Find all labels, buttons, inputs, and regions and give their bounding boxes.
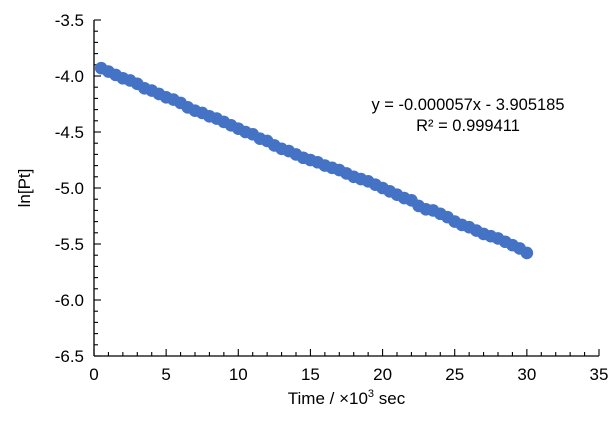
x-axis-label: Time / ×103 sec xyxy=(288,388,406,408)
x-tick-label: 30 xyxy=(517,365,536,384)
y-tick-label: -6.5 xyxy=(55,347,84,366)
data-points xyxy=(94,61,534,260)
x-tick-label: 25 xyxy=(445,365,464,384)
y-axis-label: ln[Pt] xyxy=(15,169,34,208)
y-tick-label: -4.0 xyxy=(55,67,84,86)
x-tick-label: 20 xyxy=(373,365,392,384)
plot-area: -3.5 -4.0 -4.5 -5.0 -5.5 -6.0 -6.5 0 5 10 15 20 25 3… xyxy=(55,11,609,384)
data-point xyxy=(520,246,534,260)
y-tick-label: -5.0 xyxy=(55,179,84,198)
x-tick-label: 15 xyxy=(301,365,320,384)
x-axis-label-suffix: sec xyxy=(374,389,406,408)
x-ticks: 0 5 10 15 20 25 30 35 xyxy=(89,349,608,384)
trendline-equation: y = -0.000057x - 3.905185 xyxy=(371,96,564,114)
r-squared-value: R² = 0.999411 xyxy=(416,117,520,135)
x-tick-label: 0 xyxy=(89,365,98,384)
y-tick-label: -6.0 xyxy=(55,291,84,310)
y-tick-label: -3.5 xyxy=(55,11,84,30)
x-tick-label: 5 xyxy=(161,365,170,384)
x-axis-label-superscript: 3 xyxy=(368,388,374,400)
x-tick-label: 35 xyxy=(590,365,609,384)
y-tick-label: -5.5 xyxy=(55,235,84,254)
y-tick-label: -4.5 xyxy=(55,123,84,142)
x-axis-label-prefix: Time / ×10 xyxy=(288,389,368,408)
x-tick-label: 10 xyxy=(229,365,248,384)
y-ticks: -3.5 -4.0 -4.5 -5.0 -5.5 -6.0 -6.5 xyxy=(55,11,101,366)
